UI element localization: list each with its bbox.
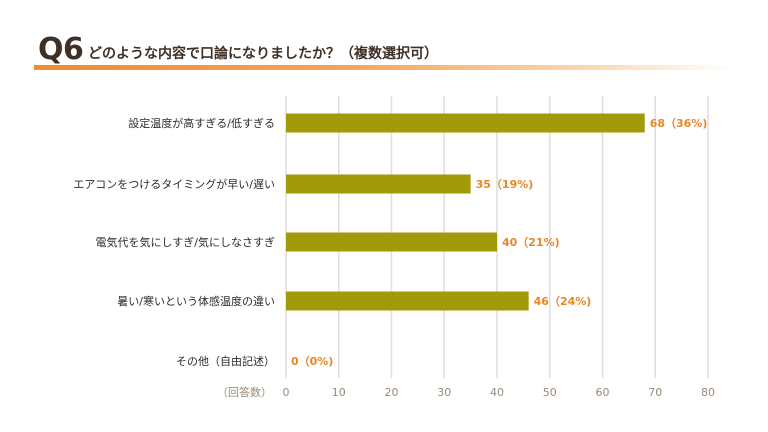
category-label: その他（自由記述）: [176, 354, 275, 368]
category-label: 設定温度が高すぎる/低すぎる: [128, 116, 275, 130]
x-tick-label: 30: [437, 386, 451, 399]
x-tick-label: 10: [332, 386, 346, 399]
category-label: 電気代を気にしすぎ/気にしなさすぎ: [96, 235, 276, 249]
bar: [286, 232, 497, 252]
value-label: 40（21%): [502, 236, 560, 249]
x-tick-label: 70: [648, 386, 662, 399]
x-tick-label: 20: [385, 386, 399, 399]
x-axis-label: （回答数）: [217, 385, 272, 399]
bar: [286, 291, 529, 311]
value-label: 68（36%): [650, 117, 708, 130]
x-tick-label: 80: [701, 386, 715, 399]
value-label: 0（0%): [291, 355, 333, 368]
bar: [286, 113, 645, 133]
question-title: どのような内容で口論になりましたか？（複数選択可）: [88, 46, 438, 62]
x-tick-label: 50: [543, 386, 557, 399]
value-label: 46（24%): [534, 295, 592, 308]
x-tick-label: 60: [596, 386, 610, 399]
title-underline: [34, 65, 734, 70]
category-label: 暑い/寒いという体感温度の違い: [117, 294, 275, 308]
bar: [286, 174, 471, 194]
value-label: 35（19%): [476, 178, 534, 191]
question-number: Q6: [38, 32, 84, 67]
x-tick-label: 0: [283, 386, 290, 399]
x-tick-label: 40: [490, 386, 504, 399]
chart-header: Q6 どのような内容で口論になりましたか？（複数選択可）: [34, 30, 738, 74]
category-label: エアコンをつけるタイミングが早い/遅い: [73, 177, 275, 191]
